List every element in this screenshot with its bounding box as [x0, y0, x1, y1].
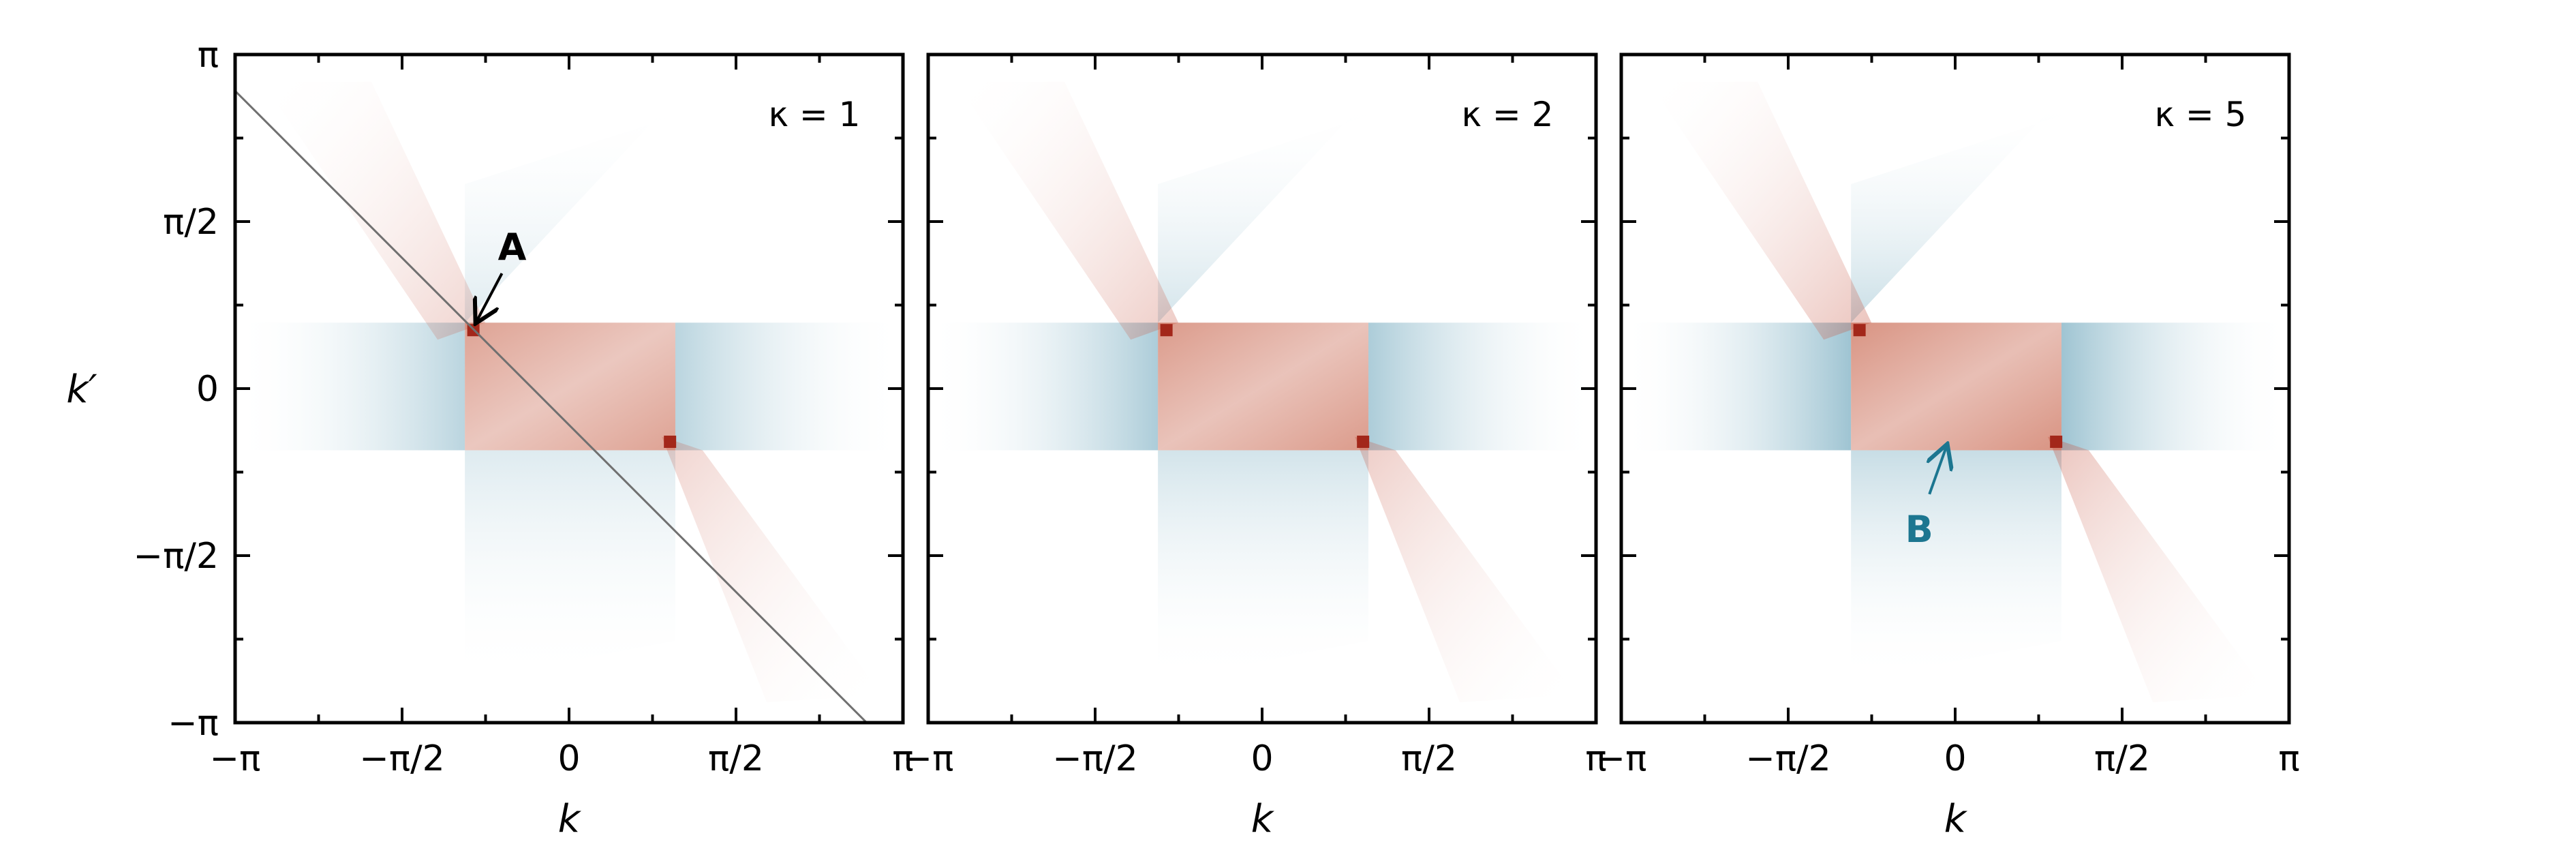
panel-label: κ = 2	[1462, 95, 1554, 134]
hotspot-2	[1357, 435, 1370, 448]
annotation-arrow	[477, 273, 504, 321]
y-tick-label: −π	[168, 703, 219, 744]
x-axis-label: k	[1944, 797, 1968, 841]
heat-wing-upper-blue	[1158, 97, 1368, 323]
hotspot-1	[1160, 324, 1173, 337]
heat-band-left	[1621, 322, 1852, 451]
labels-layer: k′	[66, 367, 97, 412]
heat-center-block	[1158, 322, 1368, 451]
x-tick-label: 0	[1944, 738, 1966, 779]
heat-wing-lower-red	[2047, 436, 2269, 702]
panel-2: −π −π/2 0 π/2 π k κ = 2	[903, 52, 1607, 841]
heat-wing-lower-red	[661, 436, 883, 702]
x-tick-label: π	[892, 738, 913, 779]
x-tick-label: π/2	[2094, 738, 2150, 779]
x-tick-label: −π/2	[359, 738, 444, 779]
heat-band-left	[928, 322, 1159, 451]
x-tick-label: π/2	[708, 738, 764, 779]
x-tick-label: 0	[1251, 738, 1273, 779]
x-tick-label: −π/2	[1052, 738, 1137, 779]
y-axis-label: k′	[66, 367, 97, 412]
x-axis-label: k	[558, 797, 582, 841]
heat-wing-upper-blue	[465, 97, 675, 323]
x-tick-label: π/2	[1401, 738, 1457, 779]
panel-label: κ = 1	[769, 95, 861, 134]
hotspot-2	[664, 435, 677, 448]
heat-wing-lower-blue	[1158, 450, 1368, 682]
heat-wing-lower-red	[1354, 436, 1576, 702]
heat-wing-upper-red	[262, 82, 486, 340]
panel-3: −π −π/2 0 π/2 π k κ = 5 B	[1596, 52, 2300, 841]
x-axis-label: k	[1251, 797, 1275, 841]
heat-wing-upper-blue	[1851, 97, 2061, 323]
annotation-label: A	[498, 226, 527, 269]
x-tick-label: π	[1585, 738, 1606, 779]
panels-layer: −π −π/2 0 π/2 π k −π −π/2 0 π/2 π κ = 1 A −π −π/2 0 π/2 π…	[134, 35, 2300, 841]
x-tick-label: −π	[1596, 738, 1647, 779]
heat-wing-lower-blue	[465, 450, 675, 682]
heat-band-left	[235, 322, 465, 451]
heat-band-right	[2061, 322, 2289, 451]
heat-band-right	[675, 322, 903, 451]
hotspot-2	[2050, 435, 2063, 448]
y-tick-label: π/2	[163, 202, 219, 243]
y-tick-label: 0	[196, 369, 219, 410]
hotspot-1	[1853, 324, 1866, 337]
heat-wing-upper-red	[1649, 82, 1872, 340]
x-tick-label: 0	[557, 738, 580, 779]
heat-center-block	[1851, 322, 2061, 451]
heat-wing-upper-red	[955, 82, 1179, 340]
x-tick-label: −π	[210, 738, 261, 779]
annotation-arrow	[1929, 447, 1946, 495]
heat-wing-lower-blue	[1851, 450, 2061, 682]
heat-center-block	[465, 322, 675, 451]
diagonal-line	[234, 90, 868, 724]
y-tick-label: −π/2	[134, 536, 219, 577]
y-tick-label: π	[198, 35, 219, 76]
panel-label: κ = 5	[2155, 95, 2247, 134]
x-tick-label: π	[2278, 738, 2299, 779]
panel-1: −π −π/2 0 π/2 π k −π −π/2 0 π/2 π κ = 1 A	[134, 35, 914, 841]
annotation-label: B	[1905, 508, 1933, 551]
x-tick-label: −π/2	[1745, 738, 1830, 779]
x-tick-label: −π	[903, 738, 954, 779]
heat-band-right	[1368, 322, 1596, 451]
